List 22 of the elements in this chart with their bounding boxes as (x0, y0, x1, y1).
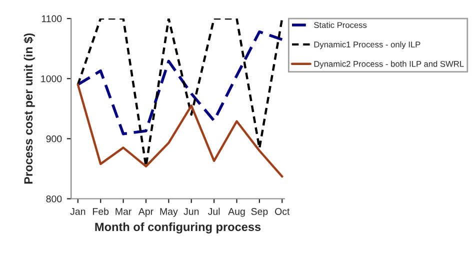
line-series (76, 30, 284, 136)
x-tick-label: May (160, 208, 178, 217)
line-series (76, 18, 284, 168)
x-tick-label: Jul (208, 208, 220, 215)
x-tick-label: Sep (251, 208, 268, 217)
legend-label: Dynamic2 Process - both ILP and SWRL (314, 60, 464, 69)
x-tick-label: Apr (138, 208, 154, 217)
x-tick-label: Feb (93, 208, 109, 215)
x-tick-label: Jun (184, 208, 199, 215)
x-tick-label: Oct (275, 208, 290, 215)
x-tick-label: Aug (228, 208, 245, 217)
x-tick-label: Jan (70, 208, 86, 215)
y-tick-label: 800 (46, 195, 62, 202)
y-axis-title: Process cost per unit (in $) (24, 33, 35, 184)
x-axis-title: Month of configuring process (95, 222, 261, 234)
y-tick-label: 1000 (41, 75, 62, 82)
y-tick-label: 900 (46, 135, 62, 142)
legend-label: Dynamic1 Process - only ILP (314, 41, 420, 50)
x-tick-label: Mar (116, 208, 132, 215)
y-tick-label: 1100 (42, 15, 62, 22)
line-series (76, 84, 284, 178)
legend-label: Static Process (314, 22, 367, 28)
